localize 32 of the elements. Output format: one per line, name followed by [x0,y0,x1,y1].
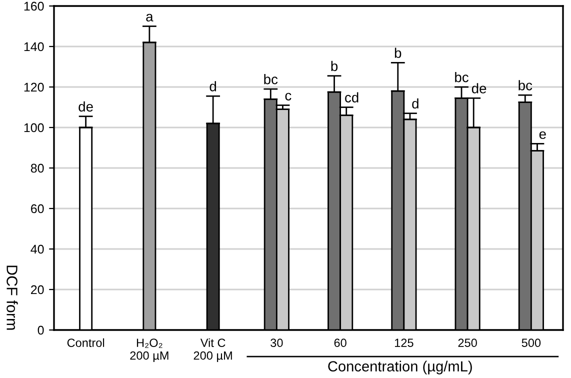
data-label: d [210,81,216,92]
y-tick-label: 120 [24,82,44,92]
x-tick-label: Control [67,338,104,348]
x-tick-label: 125 [394,338,414,348]
y-tick-label: 60 [31,204,44,214]
data-label: de [78,101,93,112]
data-label: cd [345,92,358,102]
data-label: bc [518,80,532,90]
y-tick-label: 160 [24,2,44,11]
y-tick-label: 20 [31,285,44,294]
x-tick-label: 500 [522,338,541,348]
x-axis-title: Concentration (µg/mL) [328,360,472,374]
x-tick-label: Vit C 200 µM [194,338,232,362]
data-label: d [412,98,418,109]
data-label: a [146,14,154,22]
data-label: bc [455,72,468,82]
y-axis-title: DCF form [6,266,18,330]
y-tick-label: 140 [24,42,44,52]
data-label: e [539,131,546,139]
y-tick-label: 100 [24,123,44,132]
x-tick-label: 30 [270,338,283,348]
x-tick-label: 60 [334,338,346,348]
data-label: de [472,83,486,94]
y-tick-label: 80 [30,164,44,173]
y-tick-label: 0 [38,326,44,335]
data-label: b [331,60,338,72]
x-tick-label: H₂O₂ 200 µM [130,338,168,362]
x-tick-label: 250 [458,338,477,348]
data-label: c [285,92,292,100]
data-label: b [394,48,402,58]
data-label: bc [264,74,278,84]
y-tick-label: 40 [30,244,44,254]
